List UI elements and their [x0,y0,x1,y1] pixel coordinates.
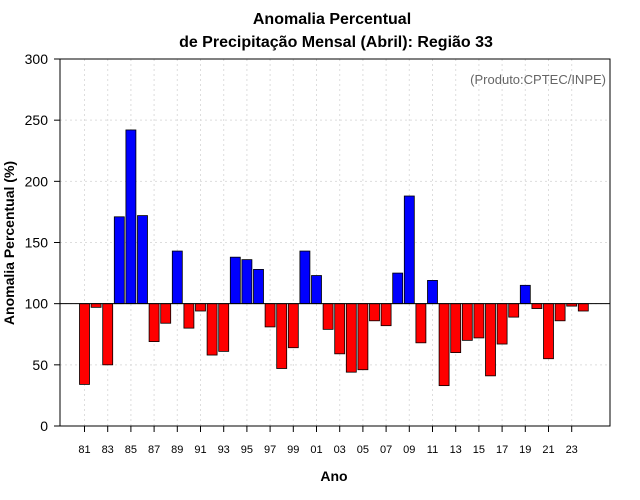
bar-98 [276,303,288,369]
x-tick-label: 13 [450,444,462,456]
bar-93 [218,303,230,352]
bar-04 [345,303,357,373]
bar-84 [113,216,125,305]
x-tick-label: 83 [102,444,114,456]
x-tick-label: 95 [241,444,253,456]
bar-15 [473,303,485,339]
bar-10 [415,303,427,344]
chart-title-line1: Anomalia Percentual [253,11,411,28]
bar-12 [438,303,450,387]
x-tick-label: 07 [380,444,392,456]
x-tick-label: 19 [519,444,531,456]
x-tick-label: 05 [357,444,369,456]
bar-19 [519,284,531,305]
bars [79,129,589,387]
x-tick-label: 93 [218,444,230,456]
x-tick-label: 91 [194,444,206,456]
bar-96 [253,269,264,305]
bar-92 [206,303,218,356]
bar-06 [369,303,380,322]
bar-86 [137,215,148,305]
x-tick-label: 09 [403,444,415,456]
bar-95 [241,259,253,305]
bar-21 [543,303,554,360]
bar-82 [90,303,102,308]
bar-91 [195,303,206,312]
bar-02 [322,303,334,330]
y-tick-label: 150 [25,235,49,251]
x-tick-label: 21 [542,444,554,456]
chart-title-line2: de Precipitação Mensal (Abril): Região 3… [179,34,493,51]
bar-90 [183,303,195,329]
x-tick-label: 03 [334,444,346,456]
y-tick-label: 100 [25,296,49,312]
grid-lines [60,59,610,426]
bar-87 [148,303,160,342]
bar-88 [160,303,172,324]
bar-16 [485,303,496,377]
y-tick-label: 200 [25,173,49,189]
y-tick-label: 50 [32,357,48,373]
bar-11 [427,280,438,305]
bar-09 [403,195,415,305]
x-tick-label: 89 [171,444,183,456]
bar-01 [311,275,322,305]
bar-97 [264,303,276,328]
x-tick-label: 11 [427,444,438,456]
x-tick-label: 15 [473,444,485,456]
bar-20 [531,303,543,309]
bar-14 [461,303,473,341]
bar-94 [229,256,241,305]
bar-81 [79,303,90,385]
x-tick-label: 23 [566,444,578,456]
bar-17 [496,303,508,345]
bar-18 [508,303,520,318]
x-tick-label: 01 [310,444,322,456]
bar-03 [334,303,346,355]
x-axis: 81 83 85 87 89 91 93 95 97 99 01 03 05 07 09 11 13 15 17 19… [78,426,578,456]
y-tick-label: 250 [25,112,49,128]
bar-00 [299,250,311,305]
x-tick-label: 97 [264,444,276,456]
x-tick-label: 81 [78,444,90,456]
y-axis: 0 50 100 150 200 250 300 [25,51,60,434]
bar-05 [357,303,369,371]
bar-85 [125,129,137,305]
x-tick-label: 85 [125,444,137,456]
product-credit: (Produto:CPTEC/INPE) [470,72,606,87]
bar-08 [392,272,404,305]
x-axis-label: Ano [320,468,347,484]
y-tick-label: 0 [40,418,48,434]
bar-24 [577,303,589,312]
x-tick-label: 17 [496,444,508,456]
y-tick-label: 300 [25,51,49,67]
bar-83 [102,303,114,366]
bar-07 [380,303,392,327]
y-axis-label: Anomalia Percentual (%) [1,161,17,325]
x-tick-label: 99 [287,444,299,456]
bar-22 [554,303,566,322]
bar-99 [287,303,299,349]
bar-89 [171,250,183,305]
bar-13 [450,303,462,353]
x-tick-label: 87 [148,444,160,456]
